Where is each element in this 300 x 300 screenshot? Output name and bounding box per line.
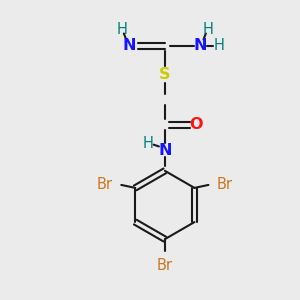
Text: Br: Br	[217, 177, 233, 192]
Text: H: H	[202, 22, 213, 37]
Text: H: H	[143, 136, 154, 151]
Text: N: N	[194, 38, 207, 53]
Text: S: S	[159, 67, 171, 82]
Text: N: N	[122, 38, 136, 53]
Text: N: N	[158, 142, 172, 158]
Text: H: H	[116, 22, 127, 37]
Text: Br: Br	[157, 259, 173, 274]
Text: O: O	[189, 117, 203, 132]
Text: H: H	[214, 38, 224, 53]
Text: Br: Br	[97, 177, 113, 192]
